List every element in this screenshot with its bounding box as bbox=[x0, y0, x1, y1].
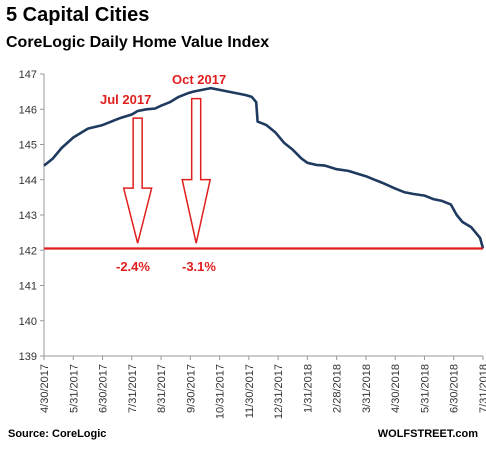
arrow-oct-2017 bbox=[181, 97, 212, 244]
y-axis-ticks: 139 140 141 142 143 144 145 146 147 bbox=[19, 69, 44, 363]
y-tick-label: 146 bbox=[19, 104, 37, 116]
arrow-jul-2017 bbox=[122, 117, 153, 244]
chart-subtitle: CoreLogic Daily Home Value Index bbox=[6, 34, 270, 51]
x-tick-label: 4/30/2017 bbox=[39, 364, 51, 413]
annotation-drop-3-1: -3.1% bbox=[182, 259, 216, 274]
x-tick-label: 9/30/2017 bbox=[185, 364, 197, 413]
x-tick-label: 10/31/2017 bbox=[215, 364, 227, 419]
x-tick-label: 5/31/2018 bbox=[419, 364, 431, 413]
annotation-drop-2-4: -2.4% bbox=[116, 259, 150, 274]
x-tick-label: 7/31/2018 bbox=[478, 364, 486, 413]
x-tick-label: 6/30/2018 bbox=[449, 364, 461, 413]
series-line bbox=[43, 86, 485, 249]
x-axis-ticks: 4/30/2017 5/31/2017 6/30/2017 7/31/2017 8/31… bbox=[39, 356, 486, 419]
annotation-oct-2017: Oct 2017 bbox=[172, 72, 226, 87]
x-tick-label: 8/31/2017 bbox=[156, 364, 168, 413]
y-tick-label: 144 bbox=[19, 175, 37, 187]
x-tick-label: 4/30/2018 bbox=[390, 364, 402, 413]
chart-title: 5 Capital Cities bbox=[6, 4, 150, 26]
y-tick-label: 140 bbox=[19, 316, 37, 328]
y-tick-label: 139 bbox=[19, 351, 37, 363]
brand-watermark: WOLFSTREET.com bbox=[377, 428, 478, 440]
x-tick-label: 7/31/2017 bbox=[127, 364, 139, 413]
y-tick-label: 147 bbox=[19, 69, 37, 81]
x-tick-label: 1/31/2018 bbox=[302, 364, 314, 413]
x-tick-label: 11/30/2017 bbox=[244, 364, 256, 418]
y-tick-label: 143 bbox=[19, 210, 37, 222]
x-tick-label: 12/31/2017 bbox=[273, 364, 285, 419]
y-tick-label: 142 bbox=[19, 245, 37, 257]
y-tick-label: 141 bbox=[19, 281, 37, 293]
source-note: Source: CoreLogic bbox=[8, 428, 107, 440]
x-tick-label: 5/31/2017 bbox=[68, 364, 80, 413]
x-tick-label: 2/28/2018 bbox=[332, 364, 344, 413]
x-tick-label: 3/31/2018 bbox=[361, 364, 373, 413]
annotation-jul-2017: Jul 2017 bbox=[100, 92, 151, 107]
x-tick-label: 6/30/2017 bbox=[98, 364, 110, 413]
y-tick-label: 145 bbox=[19, 140, 37, 152]
annotation-arrows bbox=[122, 97, 212, 244]
